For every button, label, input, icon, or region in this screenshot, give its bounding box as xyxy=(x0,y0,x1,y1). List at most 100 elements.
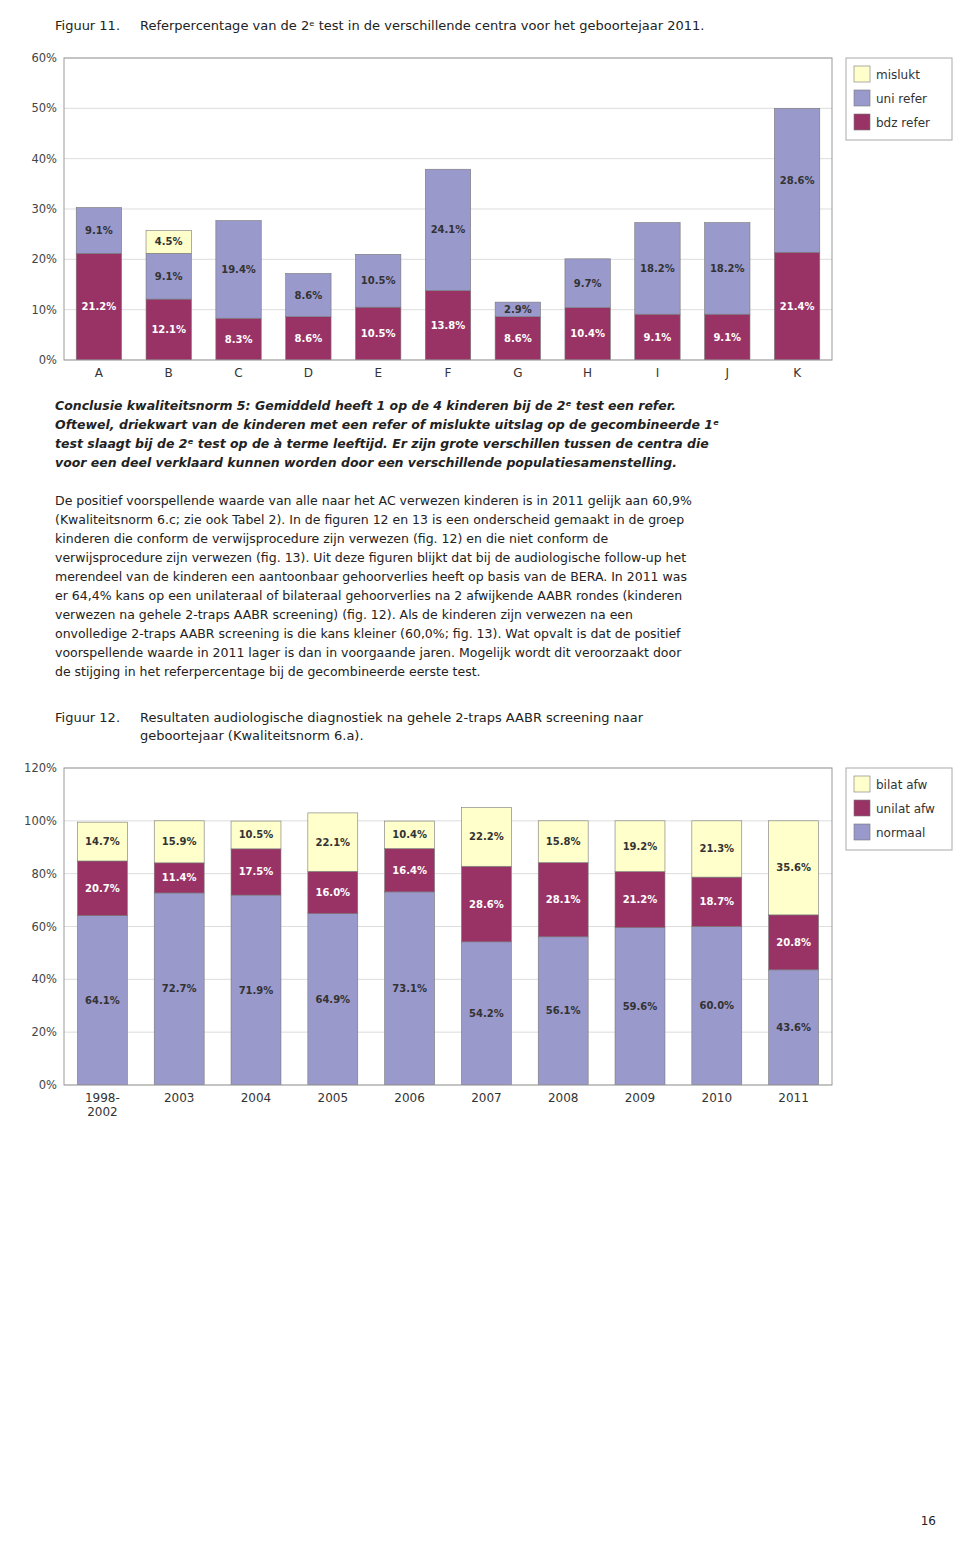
bar xyxy=(705,314,750,360)
legend-label: mislukt xyxy=(876,68,920,82)
bar xyxy=(635,314,680,360)
x-tick-label: 2004 xyxy=(241,1091,272,1105)
bar xyxy=(231,895,281,1085)
bar xyxy=(635,223,680,315)
data-label: 21.4% xyxy=(780,301,815,312)
x-tick-line: 2006 xyxy=(394,1091,425,1105)
bar xyxy=(308,871,358,913)
y-tick-label: 30% xyxy=(31,202,57,216)
bar xyxy=(692,877,742,926)
legend-swatch xyxy=(854,800,870,816)
bar xyxy=(495,302,540,317)
data-label: 22.2% xyxy=(469,831,504,842)
bar xyxy=(76,207,121,208)
annotation: verwezen na gehele 2-traps AABR screenin… xyxy=(55,607,633,622)
x-tick-label: E xyxy=(374,366,382,380)
data-label: 24.1% xyxy=(431,224,466,235)
data-label: 16.0% xyxy=(315,887,350,898)
x-tick-label: I xyxy=(656,366,660,380)
bar xyxy=(774,108,819,252)
legend-swatch xyxy=(854,66,870,82)
chart-1: Figuur 12.Resultaten audiologische diagn… xyxy=(24,493,952,1119)
data-label: 9.1% xyxy=(155,271,183,282)
bar xyxy=(692,821,742,877)
chart-subtitle: Resultaten audiologische diagnostiek na … xyxy=(140,710,644,743)
bar xyxy=(615,872,665,928)
bar xyxy=(461,808,511,867)
legend-box xyxy=(846,768,952,850)
data-label: 18.7% xyxy=(699,896,734,907)
data-label: 15.9% xyxy=(162,836,197,847)
data-label: 20.8% xyxy=(776,937,811,948)
data-label: 9.1% xyxy=(713,332,741,343)
legend-label: normaal xyxy=(876,826,925,840)
annotation: er 64,4% kans op een unilateraal of bila… xyxy=(55,588,682,603)
x-tick-label: 2008 xyxy=(548,1091,579,1105)
plot-frame xyxy=(64,58,832,360)
bar xyxy=(769,821,819,915)
annotation: verwijsprocedure zijn verwezen (fig. 13)… xyxy=(55,550,686,565)
legend: bilat afwunilat afwnormaal xyxy=(846,768,952,850)
y-tick-label: 60% xyxy=(31,920,57,934)
x-tick-line: G xyxy=(513,366,522,380)
chart-title: Figuur 11. xyxy=(55,18,120,33)
bar xyxy=(538,937,588,1085)
x-tick-label: 2006 xyxy=(394,1091,425,1105)
bar xyxy=(76,207,121,253)
legend-swatch xyxy=(854,776,870,792)
legend-swatch xyxy=(854,824,870,840)
x-tick-label: G xyxy=(513,366,522,380)
bar xyxy=(769,970,819,1085)
annotation: onvolledige 2-traps AABR screening is di… xyxy=(55,626,681,641)
legend-swatch xyxy=(854,90,870,106)
annotation: (Kwaliteitsnorm 6.c; zie ook Tabel 2). I… xyxy=(55,512,684,527)
bar xyxy=(286,273,331,274)
annotation: de stijging in het referpercentage bij d… xyxy=(55,664,481,679)
data-label: 19.2% xyxy=(623,841,658,852)
x-tick-line: 2009 xyxy=(625,1091,656,1105)
x-tick-label: C xyxy=(234,366,242,380)
bar xyxy=(538,821,588,863)
data-label: 18.2% xyxy=(710,263,745,274)
bar xyxy=(355,307,400,360)
annotation: kinderen die conform de verwijsprocedure… xyxy=(55,531,608,546)
x-tick-label: B xyxy=(165,366,173,380)
bar xyxy=(385,821,435,848)
bar xyxy=(774,108,819,109)
x-tick-line: 2011 xyxy=(778,1091,809,1105)
x-tick-line: 2005 xyxy=(318,1091,349,1105)
subtitle-line: Referpercentage van de 2ᵉ test in de ver… xyxy=(140,18,704,33)
bar xyxy=(565,259,610,308)
data-label: 16.4% xyxy=(392,865,427,876)
annotation: voor een deel verklaard kunnen worden do… xyxy=(55,455,677,470)
data-label: 21.2% xyxy=(623,894,658,905)
y-tick-label: 0% xyxy=(39,1078,57,1092)
page-number: 16 xyxy=(921,1514,936,1528)
data-label: 10.5% xyxy=(361,275,396,286)
x-tick-line: K xyxy=(793,366,802,380)
bar xyxy=(77,916,127,1085)
x-tick-line: D xyxy=(304,366,313,380)
x-tick-label: 2011 xyxy=(778,1091,809,1105)
x-tick-label: 2007 xyxy=(471,1091,502,1105)
x-tick-line: F xyxy=(445,366,452,380)
data-label: 10.5% xyxy=(361,328,396,339)
bar xyxy=(355,254,400,307)
y-tick-label: 0% xyxy=(39,353,57,367)
x-tick-line: 2002 xyxy=(87,1105,118,1119)
bar xyxy=(154,893,204,1085)
bar xyxy=(286,273,331,316)
annotation: voorspellende waarde in 2011 lager is da… xyxy=(55,645,682,660)
data-labels: 21.2%12.1%8.3%8.6%10.5%13.8%8.6%10.4%9.1… xyxy=(82,175,815,345)
data-label: 21.3% xyxy=(699,843,734,854)
bar xyxy=(385,849,435,892)
bar xyxy=(308,914,358,1085)
grid-line xyxy=(64,158,832,159)
bar xyxy=(286,317,331,360)
data-label: 64.1% xyxy=(85,995,120,1006)
y-tick-label: 20% xyxy=(31,1025,57,1039)
data-label: 8.6% xyxy=(504,333,532,344)
data-label: 20.7% xyxy=(85,883,120,894)
x-tick-line: E xyxy=(374,366,382,380)
bar xyxy=(216,221,261,319)
